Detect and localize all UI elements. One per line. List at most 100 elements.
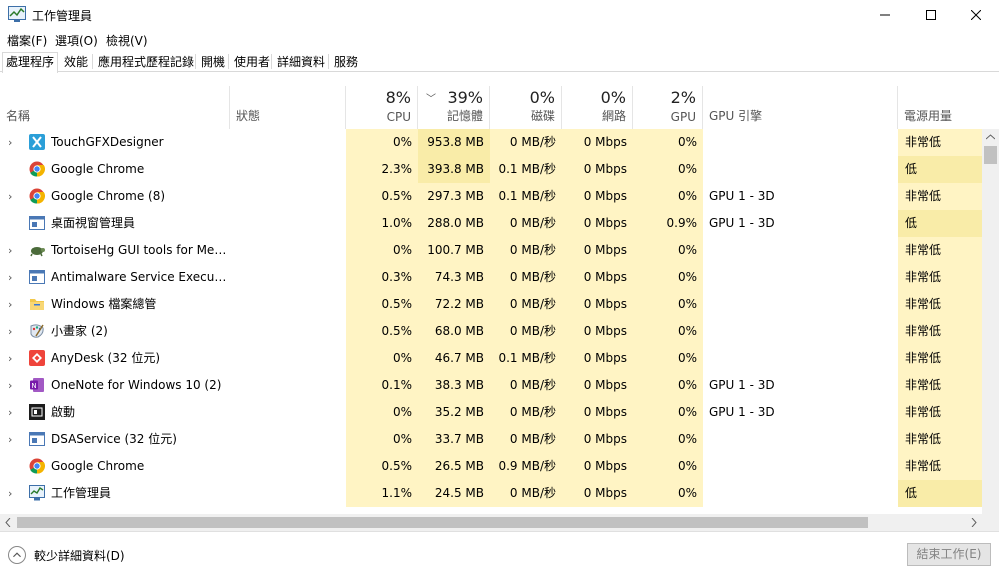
cell-power: 低: [898, 156, 982, 183]
menu-options[interactable]: 選項(O): [55, 34, 98, 48]
chevron-right-icon[interactable]: ›: [8, 352, 13, 365]
cell-disk: 0 MB/秒: [490, 129, 562, 156]
cell-engine: GPU 1 - 3D: [709, 405, 775, 419]
cell-cpu: 0.5%: [346, 291, 418, 318]
column-cpu-label: CPU: [386, 110, 411, 124]
cell-cpu: 0.5%: [346, 318, 418, 345]
end-task-button[interactable]: 結束工作(E): [907, 543, 991, 566]
tab-divider: [328, 54, 329, 69]
cell-engine: [703, 453, 898, 480]
chevron-right-icon[interactable]: ›: [8, 406, 13, 419]
menu-view[interactable]: 檢視(V): [106, 34, 148, 48]
column-gpu[interactable]: 2% GPU: [633, 86, 703, 129]
column-disk-label: 磁碟: [530, 109, 555, 123]
column-disk[interactable]: 0% 磁碟: [490, 86, 562, 129]
horizontal-scroll-thumb[interactable]: [17, 517, 868, 528]
chevron-right-icon[interactable]: ›: [8, 271, 13, 284]
tab-users[interactable]: 使用者: [234, 55, 271, 69]
cell-gpu: 0%: [633, 264, 703, 291]
process-row[interactable]: › 啟動 0% 35.2 MB 0 MB/秒 0 Mbps 0% GPU 1 - 3D 非常低: [0, 399, 982, 426]
process-name: TouchGFXDesigner: [51, 135, 164, 149]
cell-engine: [703, 237, 898, 264]
cell-gpu: 0.9%: [633, 210, 703, 237]
tab-divider: [92, 54, 93, 69]
cell-mem: 46.7 MB: [418, 345, 490, 372]
chevron-right-icon[interactable]: ›: [8, 190, 13, 203]
process-row[interactable]: › Windows 檔案總管 0.5% 72.2 MB 0 MB/秒 0 Mbps 0% 非常…: [0, 291, 982, 318]
process-row[interactable]: Google Chrome 2.3% 393.8 MB 0.1 MB/秒 0 Mbps 0…: [0, 156, 982, 183]
vertical-scrollbar[interactable]: [982, 129, 999, 514]
cell-disk: 0 MB/秒: [490, 426, 562, 453]
chevron-right-icon[interactable]: ›: [8, 379, 13, 392]
cell-disk: 0 MB/秒: [490, 480, 562, 507]
menu-file[interactable]: 檔案(F): [7, 34, 48, 48]
close-button[interactable]: [953, 0, 999, 30]
process-row[interactable]: › 小畫家 (2) 0.5% 68.0 MB 0 MB/秒 0 Mbps 0% 非常低: [0, 318, 982, 345]
anydesk-icon: [29, 350, 45, 366]
cell-gpu: 0%: [633, 183, 703, 210]
cell-gpu: 0%: [633, 318, 703, 345]
column-status[interactable]: 狀態: [230, 86, 346, 129]
cell-engine: [703, 480, 898, 507]
column-header-row: 名稱 狀態 8% CPU ﹀ 39% 記憶體 0% 磁碟 0% 網路 2% GP…: [0, 86, 999, 129]
cell-cpu: 0%: [346, 426, 418, 453]
maximize-button[interactable]: [908, 0, 954, 30]
chevron-right-icon[interactable]: ›: [8, 136, 13, 149]
chrome-icon: [29, 458, 45, 474]
chevron-right-icon[interactable]: ›: [8, 433, 13, 446]
tab-processes[interactable]: 處理程序: [2, 52, 59, 73]
cell-engine: [703, 264, 898, 291]
process-row[interactable]: › Google Chrome (8) 0.5% 297.3 MB 0.1 MB/秒 0 …: [0, 183, 982, 210]
chevron-right-icon[interactable]: ›: [8, 244, 13, 257]
column-network[interactable]: 0% 網路: [562, 86, 633, 129]
process-row[interactable]: › N OneNote for Windows 10 (2) 0.1% 38.3 MB 0…: [0, 372, 982, 399]
process-row[interactable]: › Antimalware Service Executable 0.3% 74.3 …: [0, 264, 982, 291]
tab-services[interactable]: 服務: [334, 55, 359, 69]
process-row[interactable]: › TortoiseHg GUI tools for Merc... 0% 100.7…: [0, 237, 982, 264]
touchgfx-icon: [29, 134, 45, 150]
process-row[interactable]: › AnyDesk (32 位元) 0% 46.7 MB 0.1 MB/秒 0 Mbps 0…: [0, 345, 982, 372]
chrome-icon: [29, 188, 45, 204]
footer: 較少詳細資料(D) 結束工作(E): [0, 531, 999, 579]
cell-power: 低: [898, 480, 982, 507]
minimize-button[interactable]: [862, 0, 908, 30]
process-row[interactable]: › 工作管理員 1.1% 24.5 MB 0 MB/秒 0 Mbps 0% 低: [0, 480, 982, 507]
cell-gpu: 0%: [633, 480, 703, 507]
cell-net: 0 Mbps: [562, 372, 633, 399]
column-power[interactable]: 電源用量: [898, 86, 982, 129]
cell-disk: 0.1 MB/秒: [490, 156, 562, 183]
cell-net: 0 Mbps: [562, 345, 633, 372]
process-row[interactable]: › DSAService (32 位元) 0% 33.7 MB 0 MB/秒 0 Mbps…: [0, 426, 982, 453]
svg-text:N: N: [31, 382, 36, 390]
cell-disk: 0 MB/秒: [490, 210, 562, 237]
process-row[interactable]: Google Chrome 0.5% 26.5 MB 0.9 MB/秒 0 Mbps 0%…: [0, 453, 982, 480]
process-row[interactable]: 桌面視窗管理員 1.0% 288.0 MB 0 MB/秒 0 Mbps 0.9% GPU 1…: [0, 210, 982, 237]
tab-divider: [195, 54, 196, 69]
close-icon: [971, 10, 981, 20]
cell-gpu: 0%: [633, 399, 703, 426]
column-cpu[interactable]: 8% CPU: [346, 86, 418, 129]
cell-cpu: 0%: [346, 237, 418, 264]
window-manager-icon: [29, 215, 45, 231]
chevron-right-icon[interactable]: ›: [8, 298, 13, 311]
tab-details[interactable]: 詳細資料: [277, 55, 326, 69]
cell-mem: 100.7 MB: [418, 237, 490, 264]
column-name[interactable]: 名稱: [0, 86, 230, 129]
chevron-right-icon[interactable]: ›: [8, 325, 13, 338]
tab-app-history[interactable]: 應用程式歷程記錄: [98, 55, 195, 69]
cell-net: 0 Mbps: [562, 237, 633, 264]
column-gpu-engine[interactable]: GPU 引擎: [703, 86, 898, 129]
cell-mem: 74.3 MB: [418, 264, 490, 291]
tab-performance[interactable]: 效能: [64, 55, 89, 69]
cell-power: 非常低: [898, 291, 982, 318]
horizontal-scrollbar[interactable]: [0, 514, 982, 531]
vertical-scroll-thumb[interactable]: [984, 146, 997, 164]
process-row[interactable]: › TouchGFXDesigner 0% 953.8 MB 0 MB/秒 0 Mbps 0…: [0, 129, 982, 156]
process-name: 工作管理員: [51, 486, 112, 500]
column-memory[interactable]: ﹀ 39% 記憶體: [418, 86, 490, 129]
cell-engine: GPU 1 - 3D: [709, 378, 775, 392]
start-icon: [29, 404, 45, 420]
chevron-right-icon[interactable]: ›: [8, 487, 13, 500]
cell-net: 0 Mbps: [562, 453, 633, 480]
tab-startup[interactable]: 開機: [201, 55, 226, 69]
